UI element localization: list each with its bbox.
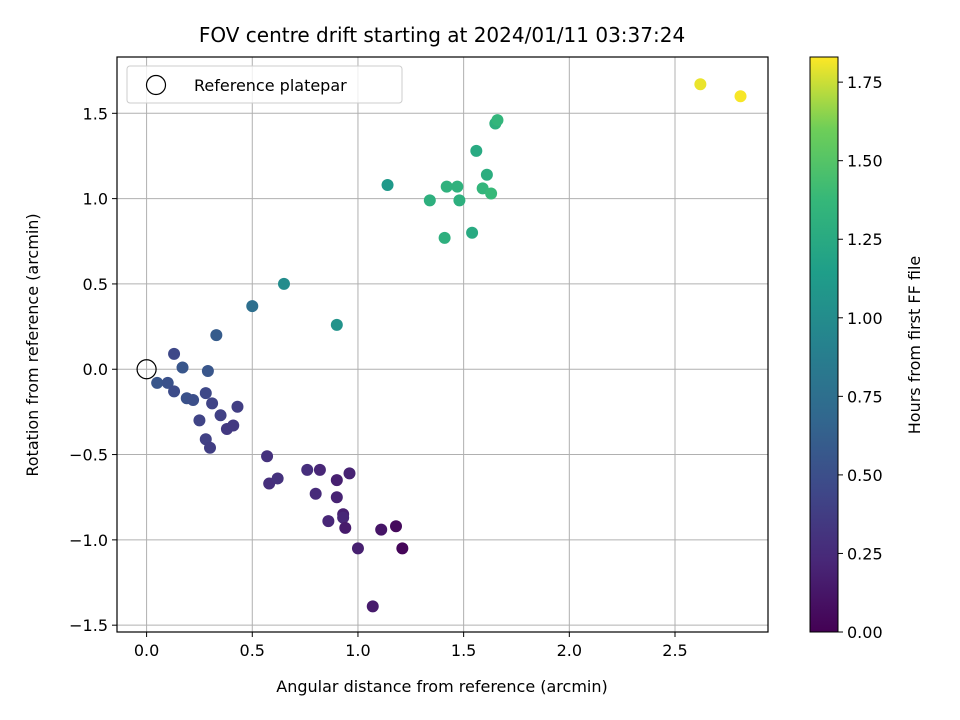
scatter-point xyxy=(343,467,356,480)
scatter-point xyxy=(168,347,181,360)
colorbar-label: Hours from first FF file xyxy=(905,256,924,435)
scatter-point xyxy=(453,194,466,207)
scatter-point xyxy=(271,472,284,485)
y-tick-label: −0.5 xyxy=(69,446,108,465)
scatter-point xyxy=(261,450,274,463)
scatter-point xyxy=(199,387,212,400)
y-tick-label: 1.5 xyxy=(83,104,108,123)
scatter-point xyxy=(161,376,174,389)
x-axis-label: Angular distance from reference (arcmin) xyxy=(276,677,607,696)
scatter-point xyxy=(485,187,498,200)
colorbar-tick-label: 1.00 xyxy=(847,309,883,328)
scatter-point xyxy=(480,168,493,181)
scatter-point xyxy=(337,511,350,524)
scatter-point xyxy=(313,463,326,476)
scatter-point xyxy=(301,463,314,476)
scatter-point xyxy=(204,441,216,454)
colorbar-tick-label: 1.50 xyxy=(847,152,883,171)
x-tick-label: 2.5 xyxy=(662,641,687,660)
colorbar-tick-label: 1.25 xyxy=(847,230,883,249)
scatter-point xyxy=(176,361,189,374)
x-tick-label: 1.0 xyxy=(345,641,370,660)
y-tick-label: −1.5 xyxy=(69,616,108,635)
colorbar-ticks: 0.00 0.25 0.50 0.75 1.00 1.25 1.50 1.75 xyxy=(838,73,883,642)
colorbar-tick-label: 0.50 xyxy=(847,466,883,485)
colorbar-tick-label: 0.25 xyxy=(847,544,883,563)
colorbar-tick-label: 0.00 xyxy=(847,623,883,642)
plot-frame xyxy=(116,56,769,633)
legend-label-reference: Reference platepar xyxy=(194,76,347,95)
data-points xyxy=(136,78,747,613)
scatter-point xyxy=(193,414,206,427)
y-tick-label: 0.5 xyxy=(83,275,108,294)
scatter-point xyxy=(375,523,388,536)
scatter-point xyxy=(390,520,402,533)
scatter-point xyxy=(309,487,322,500)
legend-marker-reference xyxy=(145,74,167,96)
scatter-point xyxy=(440,180,453,193)
scatter-point xyxy=(214,409,227,422)
scatter-point xyxy=(694,78,707,91)
x-tick-label: 0.5 xyxy=(240,641,265,660)
scatter-point xyxy=(168,385,181,398)
scatter-point xyxy=(451,180,464,193)
y-axis-ticks: −1.5 −1.0 −0.5 0.0 0.5 1.0 1.5 xyxy=(69,104,117,635)
scatter-point xyxy=(330,491,343,504)
scatter-point xyxy=(151,376,164,389)
x-tick-label: 1.5 xyxy=(451,641,476,660)
colorbar-tick-label: 0.75 xyxy=(847,387,883,406)
scatter-point xyxy=(491,114,504,127)
legend: Reference platepar xyxy=(126,65,403,104)
scatter-point xyxy=(423,194,436,207)
scatter-point xyxy=(330,474,343,487)
scatter-point xyxy=(210,329,223,342)
y-tick-label: −1.0 xyxy=(69,531,108,550)
scatter-point xyxy=(351,542,364,555)
reference-point-marker xyxy=(136,359,157,380)
scatter-point xyxy=(227,419,240,432)
scatter-point xyxy=(438,231,451,244)
y-tick-label: 1.0 xyxy=(83,190,108,209)
x-tick-label: 2.0 xyxy=(557,641,582,660)
scatter-point xyxy=(466,226,479,239)
chart-title: FOV centre drift starting at 2024/01/11 … xyxy=(199,23,685,47)
scatter-point xyxy=(339,521,352,534)
scatter-point xyxy=(231,400,244,413)
scatter-point xyxy=(330,318,343,331)
scatter-point xyxy=(187,393,200,406)
scatter-point xyxy=(246,300,259,313)
scatter-point xyxy=(206,397,219,410)
scatter-point xyxy=(366,600,379,613)
scatter-point xyxy=(322,515,335,528)
legend-frame xyxy=(126,65,403,104)
y-axis-label: Rotation from reference (arcmin) xyxy=(23,213,42,476)
colorbar-tick-label: 1.75 xyxy=(847,73,883,92)
scatter-point xyxy=(381,178,394,191)
grid-lines xyxy=(117,57,768,632)
x-tick-label: 0.0 xyxy=(134,641,159,660)
x-axis-ticks: 0.0 0.5 1.0 1.5 2.0 2.5 xyxy=(134,632,688,660)
scatter-point xyxy=(201,364,214,377)
scatter-point xyxy=(277,277,290,290)
scatter-point xyxy=(396,542,409,555)
colorbar xyxy=(809,56,839,633)
scatter-point xyxy=(734,90,747,103)
scatter-point xyxy=(470,144,483,157)
y-tick-label: 0.0 xyxy=(83,360,108,379)
